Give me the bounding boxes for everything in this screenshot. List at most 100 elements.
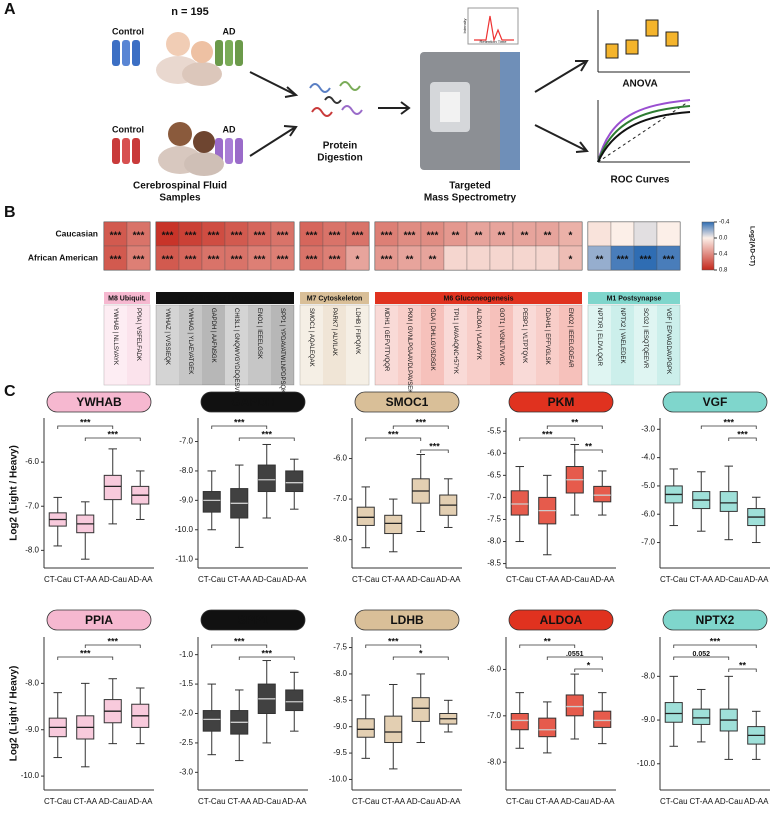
- bracket-label: ***: [388, 636, 399, 646]
- y-tick-label: -6.5: [487, 470, 501, 479]
- step-label: ROC Curves: [611, 175, 670, 186]
- title-pill: [662, 609, 768, 631]
- x-tick-label: AD-AA: [590, 797, 615, 806]
- x-tick-label: CT-AA: [689, 797, 713, 806]
- x-tick-label: AD-Cau: [715, 797, 743, 806]
- x-tick-label: CT-Cau: [352, 797, 380, 806]
- column-label-bg: [248, 305, 271, 385]
- colorbar-title: Log2(AD-CT): [748, 226, 755, 266]
- bracket-label: *: [419, 648, 423, 658]
- x-tick-label: CT-Cau: [44, 797, 72, 806]
- box: [202, 710, 221, 732]
- x-tick-label: CT-Cau: [352, 575, 380, 584]
- box: [202, 491, 221, 513]
- x-tick-label: AD-AA: [128, 797, 153, 806]
- heat-cell: [512, 245, 537, 271]
- significance: ***: [329, 231, 341, 242]
- step-label: Protein: [323, 141, 357, 152]
- bracket: [574, 668, 603, 672]
- x-tick-label: CT-AA: [381, 575, 405, 584]
- bracket: [365, 644, 422, 648]
- x-tick-label: CT-Cau: [506, 797, 534, 806]
- heat-cell: [270, 245, 295, 271]
- x-tick-label: CT-AA: [73, 797, 97, 806]
- y-tick-label: -7.0: [487, 493, 501, 502]
- column-label-bg: [536, 305, 559, 385]
- chart-title: SPP1: [238, 613, 269, 627]
- y-tick-label: -7.0: [25, 501, 39, 510]
- x-tick-label: CT-Cau: [44, 575, 72, 584]
- y-tick-label: -4.0: [641, 453, 655, 462]
- x-tick-label: CT-Cau: [198, 575, 226, 584]
- chart-title: VGF: [703, 395, 728, 409]
- x-tick-label: AD-Cau: [715, 575, 743, 584]
- column-label-bg: [225, 305, 248, 385]
- colorbar-tick-label: 0.4: [719, 252, 728, 258]
- bracket-label: ***: [415, 417, 426, 427]
- group-header: [156, 292, 294, 304]
- y-tick-label: -8.0: [333, 669, 347, 678]
- significance: ***: [663, 255, 675, 266]
- y-tick-label: -8.0: [25, 545, 39, 554]
- column-label-bg: [513, 305, 536, 385]
- bracket-label: ***: [710, 636, 721, 646]
- bracket-label: ***: [388, 429, 399, 439]
- bracket-label: ***: [542, 429, 553, 439]
- y-tick-label: -9.0: [333, 722, 347, 731]
- x-tick-label: AD-Cau: [99, 797, 127, 806]
- y-tick-label: -10.0: [329, 775, 348, 784]
- bracket-label: **: [739, 660, 747, 670]
- group-header: [588, 292, 680, 304]
- column-label-bg: [156, 305, 179, 385]
- y-tick-label: -9.0: [641, 715, 655, 724]
- column-label: SMOC1 | AQALEQAK: [308, 308, 314, 367]
- significance: ***: [352, 231, 364, 242]
- step-label: Digestion: [317, 153, 363, 164]
- heat-cell: [489, 245, 514, 271]
- bracket-label: ***: [261, 429, 272, 439]
- inset-axis: Retention Time: [480, 39, 508, 44]
- column-label-bg: [467, 305, 490, 385]
- bracket: [238, 656, 295, 660]
- bracket: [519, 437, 576, 441]
- title-pill: [200, 609, 306, 631]
- y-tick-label: -8.0: [179, 466, 193, 475]
- y-tick-label: -6.0: [487, 665, 501, 674]
- y-tick-label: -6.0: [333, 454, 347, 463]
- y-tick-label: -5.0: [641, 481, 655, 490]
- title-pill: [662, 391, 768, 413]
- x-tick-label: AD-Cau: [99, 575, 127, 584]
- significance: ***: [640, 255, 652, 266]
- heat-cell: [656, 245, 681, 271]
- column-label-bg: [375, 305, 398, 385]
- y-tick-label: -3.0: [179, 767, 193, 776]
- box: [257, 464, 276, 493]
- bracket-label: ***: [107, 429, 118, 439]
- bracket: [211, 425, 268, 429]
- significance: ***: [306, 231, 318, 242]
- significance: *: [569, 231, 573, 242]
- bracket: [574, 449, 603, 453]
- bracket: [728, 437, 757, 441]
- heat-cell: [443, 245, 468, 271]
- significance: ***: [277, 255, 289, 266]
- x-tick-label: AD-Cau: [561, 797, 589, 806]
- y-tick-label: -7.0: [641, 538, 655, 547]
- y-tick-label: -6.0: [25, 457, 39, 466]
- x-tick-label: AD-Cau: [561, 575, 589, 584]
- schematic: [112, 7, 691, 176]
- group-label: AD: [223, 26, 236, 36]
- column-label-bg: [202, 305, 225, 385]
- y-axis-title: Log2 (Light / Heavy): [9, 445, 20, 541]
- label-outline: [155, 304, 295, 386]
- significance: ***: [254, 255, 266, 266]
- significance: ***: [617, 255, 629, 266]
- bracket-label: 0.052: [692, 651, 710, 658]
- column-label-bg: [421, 305, 444, 385]
- heat-cell: [558, 245, 583, 271]
- bracket: [392, 425, 449, 429]
- column-label: SPP1 | YPDAVATWLNPDPSQK: [279, 308, 285, 393]
- heat-cell: [466, 245, 491, 271]
- group-header: [300, 292, 369, 304]
